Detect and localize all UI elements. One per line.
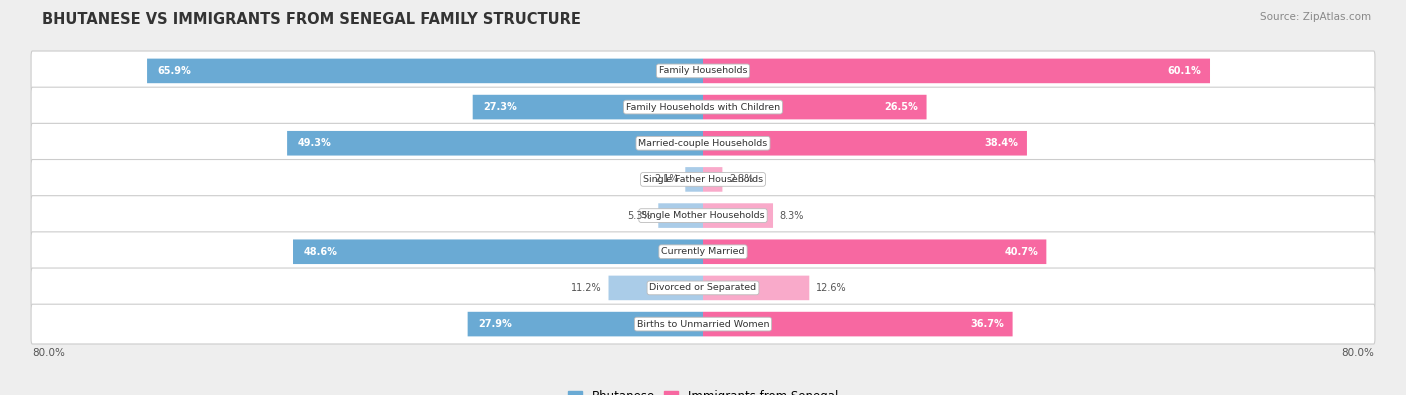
Text: Family Households with Children: Family Households with Children: [626, 103, 780, 111]
Text: Single Father Households: Single Father Households: [643, 175, 763, 184]
Text: 80.0%: 80.0%: [32, 348, 65, 357]
Text: 38.4%: 38.4%: [984, 138, 1018, 148]
FancyBboxPatch shape: [703, 167, 723, 192]
FancyBboxPatch shape: [703, 131, 1026, 156]
Text: 8.3%: 8.3%: [780, 211, 804, 220]
FancyBboxPatch shape: [703, 239, 1046, 264]
Text: 27.3%: 27.3%: [482, 102, 516, 112]
FancyBboxPatch shape: [703, 203, 773, 228]
FancyBboxPatch shape: [685, 167, 703, 192]
Text: 49.3%: 49.3%: [297, 138, 330, 148]
FancyBboxPatch shape: [31, 87, 1375, 127]
Text: Currently Married: Currently Married: [661, 247, 745, 256]
FancyBboxPatch shape: [609, 276, 703, 300]
FancyBboxPatch shape: [703, 312, 1012, 337]
Text: 80.0%: 80.0%: [1341, 348, 1374, 357]
FancyBboxPatch shape: [148, 58, 703, 83]
Text: 2.1%: 2.1%: [654, 175, 679, 184]
FancyBboxPatch shape: [287, 131, 703, 156]
Text: 40.7%: 40.7%: [1004, 247, 1038, 257]
FancyBboxPatch shape: [472, 95, 703, 119]
FancyBboxPatch shape: [31, 160, 1375, 199]
Text: Married-couple Households: Married-couple Households: [638, 139, 768, 148]
FancyBboxPatch shape: [31, 196, 1375, 235]
Text: 11.2%: 11.2%: [571, 283, 602, 293]
FancyBboxPatch shape: [31, 268, 1375, 308]
FancyBboxPatch shape: [31, 123, 1375, 163]
FancyBboxPatch shape: [703, 95, 927, 119]
Text: 60.1%: 60.1%: [1168, 66, 1202, 76]
FancyBboxPatch shape: [31, 304, 1375, 344]
Text: 27.9%: 27.9%: [478, 319, 512, 329]
Text: 5.3%: 5.3%: [627, 211, 651, 220]
Text: Single Mother Households: Single Mother Households: [641, 211, 765, 220]
FancyBboxPatch shape: [31, 232, 1375, 272]
Legend: Bhutanese, Immigrants from Senegal: Bhutanese, Immigrants from Senegal: [564, 385, 842, 395]
FancyBboxPatch shape: [31, 51, 1375, 91]
Text: BHUTANESE VS IMMIGRANTS FROM SENEGAL FAMILY STRUCTURE: BHUTANESE VS IMMIGRANTS FROM SENEGAL FAM…: [42, 12, 581, 27]
FancyBboxPatch shape: [292, 239, 703, 264]
Text: Divorced or Separated: Divorced or Separated: [650, 284, 756, 292]
Text: 48.6%: 48.6%: [304, 247, 337, 257]
Text: Family Households: Family Households: [659, 66, 747, 75]
FancyBboxPatch shape: [468, 312, 703, 337]
Text: 36.7%: 36.7%: [970, 319, 1004, 329]
Text: Source: ZipAtlas.com: Source: ZipAtlas.com: [1260, 12, 1371, 22]
Text: Births to Unmarried Women: Births to Unmarried Women: [637, 320, 769, 329]
Text: 26.5%: 26.5%: [884, 102, 918, 112]
FancyBboxPatch shape: [658, 203, 703, 228]
Text: 65.9%: 65.9%: [157, 66, 191, 76]
FancyBboxPatch shape: [703, 58, 1211, 83]
Text: 2.3%: 2.3%: [730, 175, 754, 184]
FancyBboxPatch shape: [703, 276, 810, 300]
Text: 12.6%: 12.6%: [815, 283, 846, 293]
